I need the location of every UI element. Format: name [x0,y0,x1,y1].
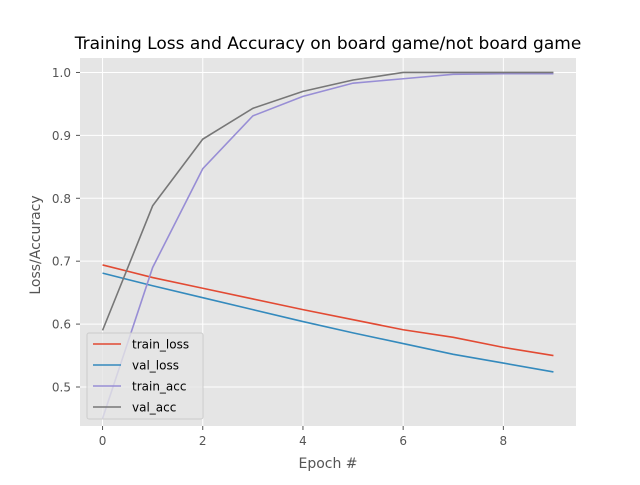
x-tick-label: 6 [399,434,407,448]
x-tick-label: 8 [500,434,508,448]
y-tick-label: 0.9 [52,129,71,143]
legend: train_loss val_loss train_acc val_acc [86,332,204,420]
y-tick-label: 0.6 [52,318,71,332]
x-tick-label: 2 [199,434,207,448]
series-line-train-acc [101,72,554,419]
series-line-val-loss [102,272,554,373]
y-tick-label: 0.8 [52,192,71,206]
legend-label-val-loss: val_loss [132,359,179,373]
y-axis-label: Loss/Accuracy [28,195,44,294]
chart-title: Training Loss and Accuracy on board game… [74,34,582,54]
y-tick-label: 0.7 [52,255,71,269]
legend-label-train-acc: train_acc [132,380,186,394]
y-tick-label: 1.0 [52,66,71,80]
y-tick-label: 0.5 [52,380,71,394]
x-axis-label: Epoch # [298,456,357,472]
series-line-train-loss [102,264,554,357]
x-tick-label: 0 [99,434,107,448]
series-line-val-acc [101,71,554,331]
legend-frame [86,332,204,420]
x-tick-label: 4 [299,434,307,448]
legend-label-train-loss: train_loss [132,338,189,352]
legend-label-val-acc: val_acc [132,401,176,415]
